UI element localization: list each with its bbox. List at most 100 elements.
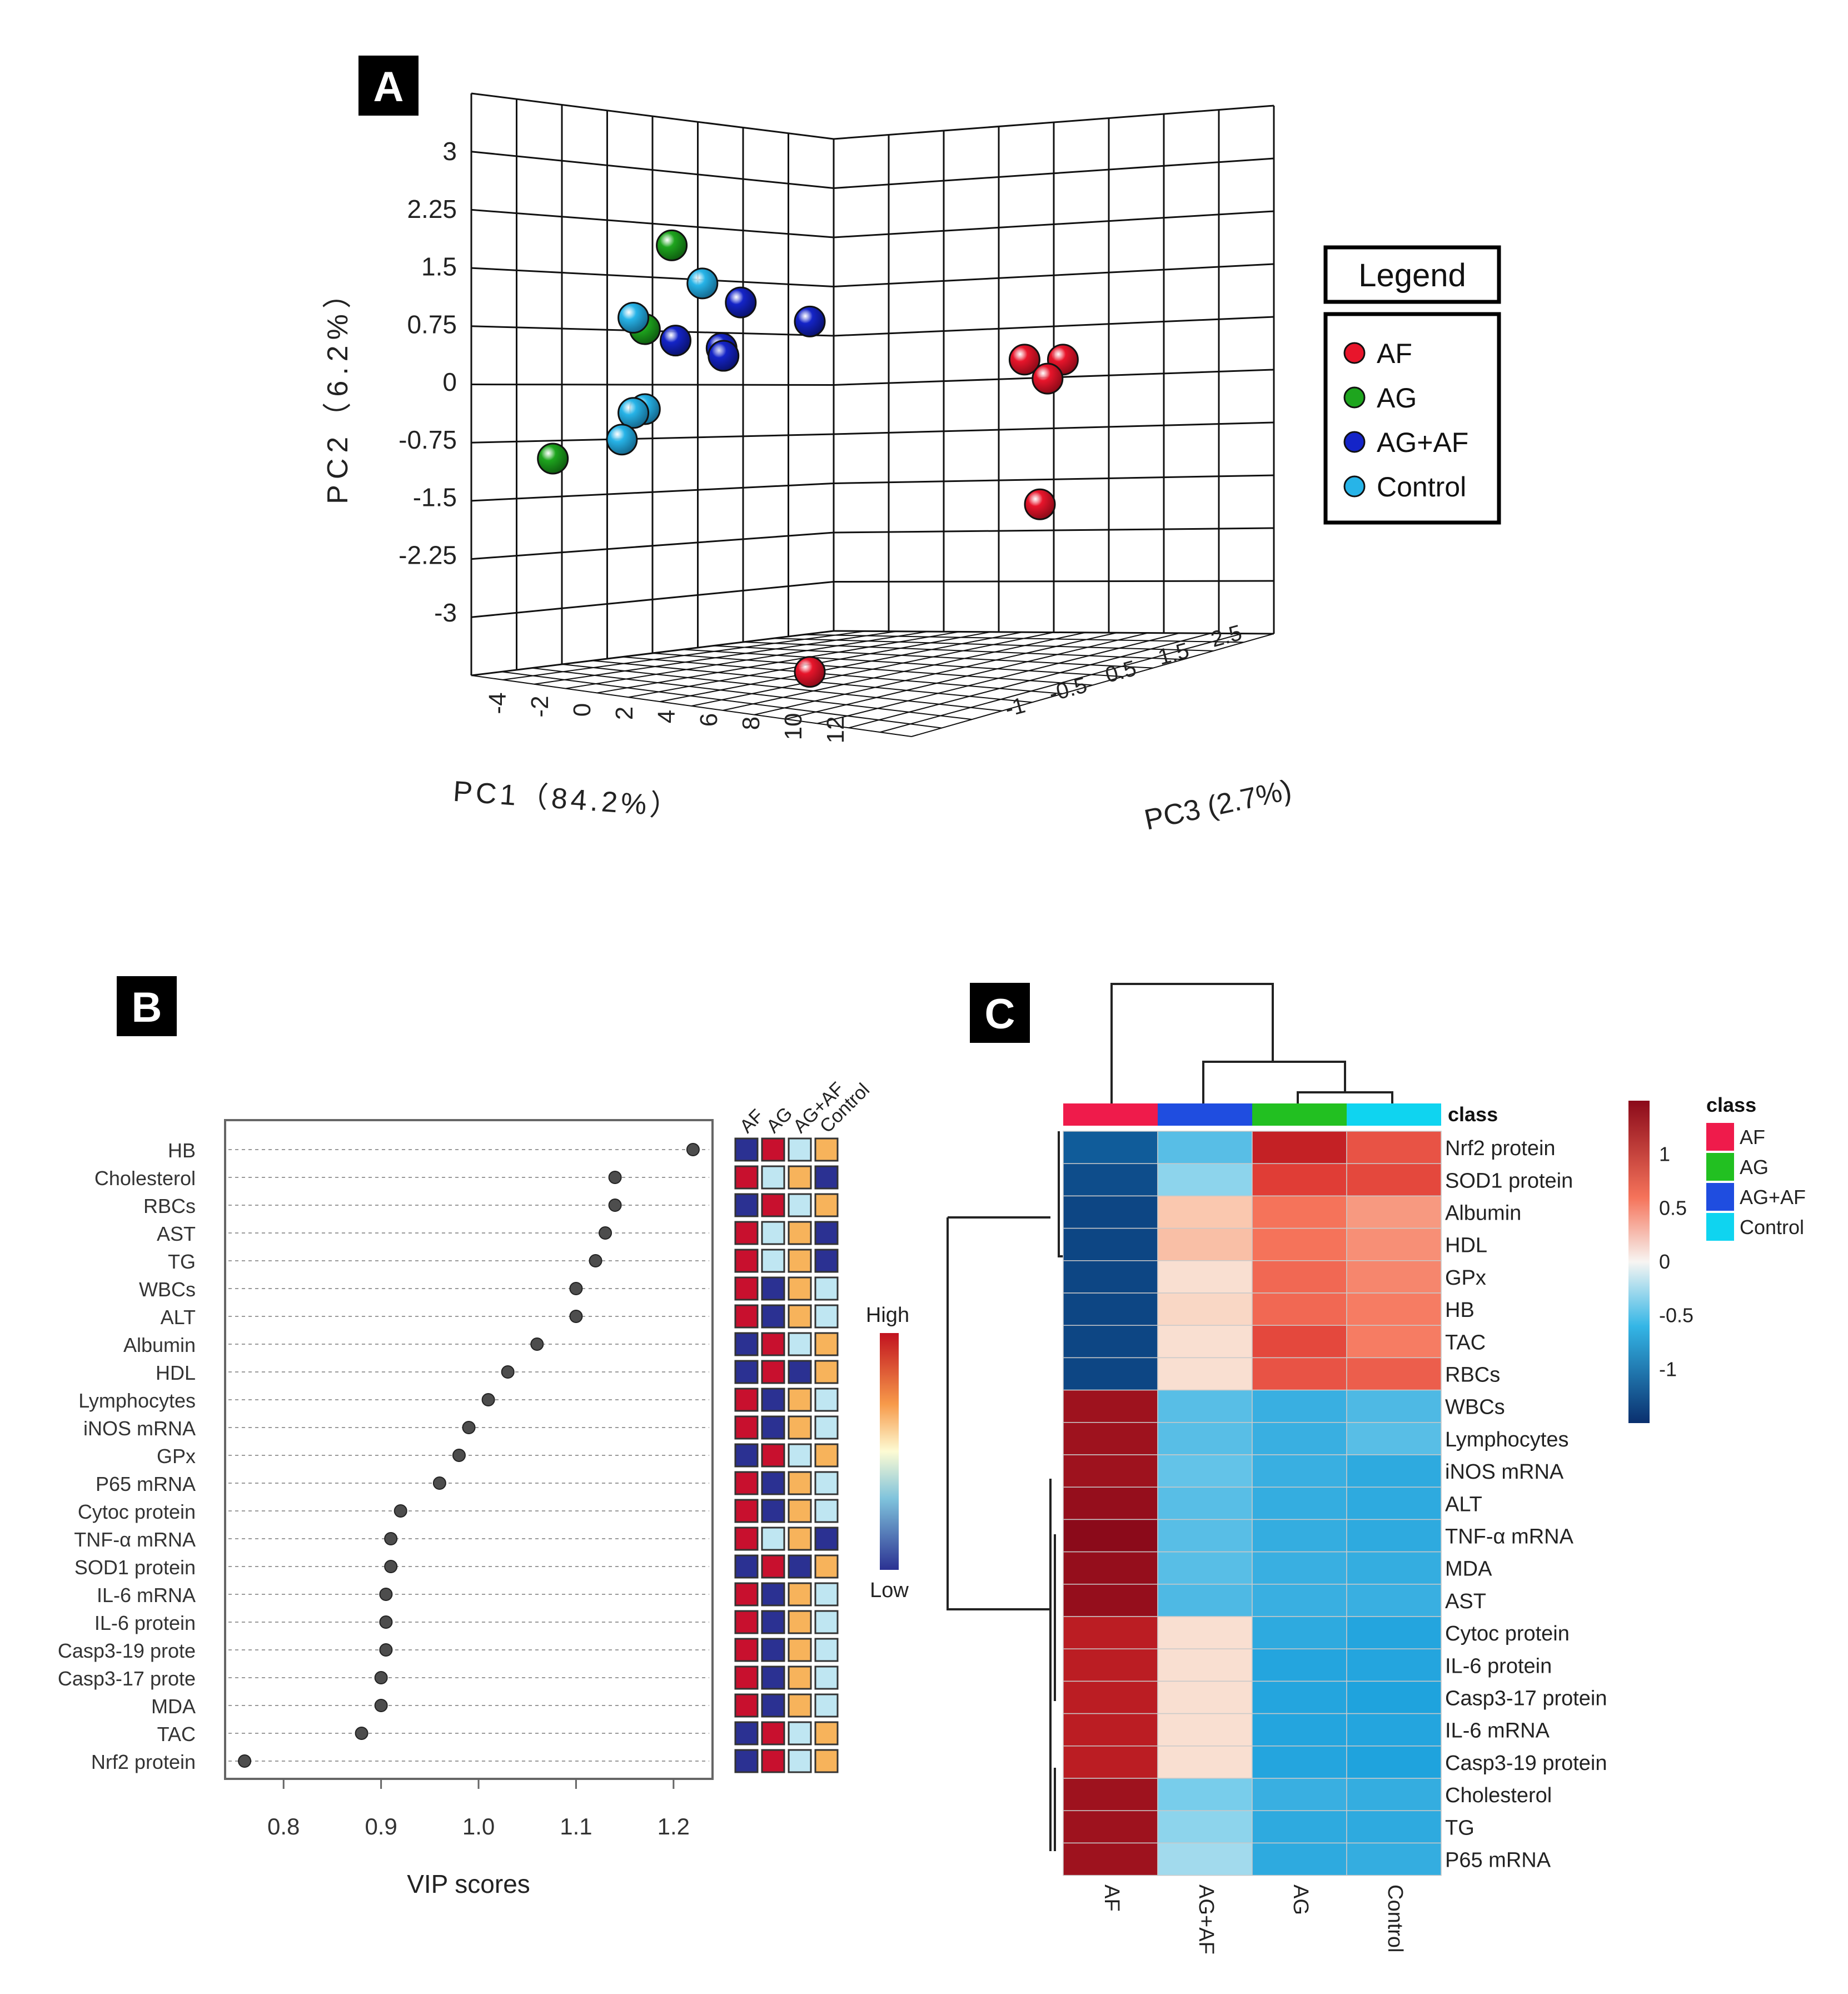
vip-feature-label: MDA: [151, 1695, 196, 1718]
vip-level-box: [761, 1638, 785, 1662]
vip-level-box: [788, 1610, 812, 1634]
vip-level-box: [788, 1526, 812, 1551]
heatmap-scale-tick: 0.5: [1659, 1196, 1687, 1219]
vip-level-box: [814, 1193, 839, 1217]
vip-level-box: [814, 1276, 839, 1301]
pca-point-af: [1024, 488, 1056, 520]
grid-line: [471, 267, 834, 287]
heatmap-cell: [1252, 1778, 1347, 1811]
vip-score-point: [569, 1310, 583, 1323]
heatmap-cell: [1252, 1389, 1347, 1423]
heatmap-cell: [1157, 1260, 1253, 1294]
vip-score-point: [374, 1699, 388, 1712]
heatmap-cell: [1157, 1357, 1253, 1391]
floor-grid-line: [754, 632, 1117, 715]
pca-point-af: [1008, 344, 1040, 376]
heatmap-cell: [1157, 1616, 1253, 1649]
pca-pc2-tick: 0: [442, 367, 457, 396]
vip-level-box: [734, 1304, 759, 1329]
vip-feature-label: Nrf2 protein: [91, 1751, 196, 1773]
pca-pc1-tick: 4: [653, 710, 680, 723]
heatmap-cell: [1346, 1227, 1442, 1261]
heatmap-row-label: Nrf2 protein: [1445, 1137, 1556, 1160]
vip-level-box: [761, 1221, 785, 1245]
vip-level-box: [734, 1193, 759, 1217]
heatmap-cell: [1157, 1842, 1253, 1876]
heatmap-row-label: Casp3-17 protein: [1445, 1687, 1607, 1710]
heatmap-cell: [1063, 1195, 1158, 1229]
pca-pc1-tick: -2: [526, 695, 554, 717]
floor-grid-line: [785, 632, 1148, 720]
pca-legend-title-box: [1323, 245, 1501, 304]
vip-level-box: [734, 1137, 759, 1162]
vip-level-box: [761, 1304, 785, 1329]
panel-c-heatmap: C class Nrf2 protein SOD1 protein Albumin H…: [947, 983, 1806, 1955]
grid-line: [833, 474, 1274, 484]
heatmap-cell: [1063, 1292, 1158, 1326]
heatmap-row-label: HB: [1445, 1299, 1475, 1322]
vip-feature-label: P65 mRNA: [96, 1473, 196, 1495]
vip-score-point: [686, 1143, 700, 1156]
vip-score-point: [608, 1199, 622, 1212]
vip-feature-label: Albumin: [123, 1334, 196, 1356]
panel-a-label: A: [373, 63, 404, 111]
heatmap-column-label: AF: [1100, 1884, 1123, 1912]
class-bar-cell: [1158, 1103, 1252, 1126]
heatmap-cell: [1063, 1454, 1158, 1488]
vip-level-box: [814, 1221, 839, 1245]
heatmap-cell: [1346, 1551, 1442, 1585]
heatmap-cell: [1252, 1422, 1347, 1455]
heatmap-row-label: Cholesterol: [1445, 1784, 1552, 1807]
pca-point-control: [606, 424, 638, 456]
vip-level-box: [814, 1610, 839, 1634]
vip-level-box: [734, 1332, 759, 1356]
grid-line: [833, 263, 1274, 287]
vip-level-box: [734, 1388, 759, 1412]
pca-pc2-tick: -2.25: [399, 540, 457, 569]
vip-level-box: [814, 1749, 839, 1773]
pca-point-control: [686, 267, 719, 300]
legend-marker: [1343, 386, 1366, 409]
pca-points: [537, 229, 1079, 688]
vip-level-box: [761, 1193, 785, 1217]
vip-feature-label: TNF-α mRNA: [74, 1528, 196, 1551]
heatmap-row-label: IL-6 protein: [1445, 1654, 1552, 1678]
pca-3d-grid: [470, 92, 1275, 737]
heatmap-scale-tick: 0: [1659, 1250, 1670, 1273]
heatmap-cell: [1346, 1584, 1442, 1617]
heatmap-row-dendrogram: [947, 1131, 1064, 1851]
vip-level-box: [788, 1721, 812, 1746]
vip-level-box: [761, 1554, 785, 1579]
heatmap-legend-label: AF: [1740, 1126, 1765, 1148]
pca-pc2-axis-label: PC2（6.2%）: [322, 274, 354, 504]
vip-level-box: [788, 1137, 812, 1162]
heatmap-cell: [1063, 1746, 1158, 1779]
vip-level-box: [814, 1638, 839, 1662]
vip-score-point: [530, 1337, 544, 1351]
vip-level-box: [814, 1332, 839, 1356]
heatmap-cell: [1157, 1584, 1253, 1617]
pca-pc1-tick: -4: [484, 692, 511, 714]
heatmap-cell: [1252, 1163, 1347, 1197]
pca-point-agaf: [660, 325, 691, 357]
heatmap-cell: [1252, 1227, 1347, 1261]
vip-level-box: [788, 1665, 812, 1690]
vip-level-box: [734, 1665, 759, 1690]
heatmap-cell: [1157, 1778, 1253, 1811]
vip-feature-label: Casp3-19 prote: [58, 1639, 196, 1662]
heatmap-cell: [1252, 1842, 1347, 1876]
vip-level-box: [734, 1443, 759, 1468]
vip-level-box: [761, 1693, 785, 1718]
panel-c-label: C: [985, 991, 1015, 1038]
vip-level-box: [788, 1471, 812, 1495]
vip-level-box: [814, 1693, 839, 1718]
vip-level-box: [761, 1137, 785, 1162]
vip-level-box: [814, 1665, 839, 1690]
heatmap-row-label: AST: [1445, 1590, 1486, 1613]
floor-grid-line: [817, 632, 1180, 724]
heatmap-cell: [1346, 1519, 1442, 1553]
vip-level-box: [814, 1249, 839, 1273]
vip-x-tick-label: 1.2: [657, 1813, 690, 1839]
vip-feature-label: ALT: [161, 1306, 196, 1329]
vip-level-box: [734, 1638, 759, 1662]
